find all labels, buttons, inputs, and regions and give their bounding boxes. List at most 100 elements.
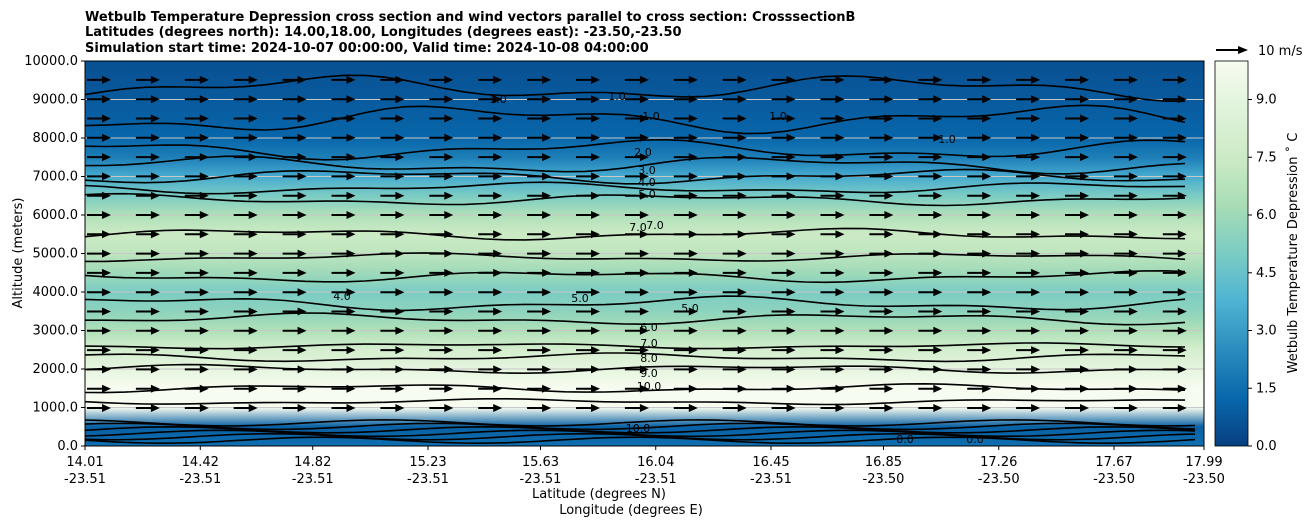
wind-vector-head: [102, 114, 111, 123]
wind-vector-head: [297, 384, 307, 393]
wind-vector-head: [150, 114, 160, 123]
wind-vector-head: [444, 153, 454, 162]
y-tick-label: 8000.0: [33, 131, 79, 146]
y-tick-label: 0.0: [57, 439, 78, 454]
wind-vector-head: [786, 346, 796, 355]
wind-vector-head: [982, 230, 992, 239]
wind-vector-head: [884, 384, 894, 393]
wind-vector-head: [248, 268, 258, 277]
wind-vector-head: [591, 326, 600, 335]
wind-vector-head: [884, 307, 894, 316]
contour-label: 1.0: [489, 93, 507, 106]
wind-vector-head: [248, 211, 258, 219]
wind-vector-head: [639, 288, 649, 297]
wind-vector-head: [933, 307, 943, 316]
wind-vector-head: [199, 307, 209, 316]
wind-vector-head: [1128, 114, 1138, 123]
wind-vector-head: [248, 326, 258, 335]
colorbar-tick-label: 7.5: [1256, 150, 1277, 165]
wind-vector-head: [346, 384, 356, 393]
wind-vector-head: [786, 114, 796, 123]
wind-vector-head: [835, 172, 845, 181]
wind-vector-head: [1031, 268, 1041, 277]
wind-vector-head: [395, 307, 405, 316]
wind-vector-head: [346, 191, 356, 200]
wind-vector-head: [493, 346, 503, 355]
title-line-3: Simulation start time: 2024-10-07 00:00:…: [85, 41, 649, 56]
wind-vector-head: [150, 172, 160, 181]
wind-vector-head: [395, 326, 405, 335]
y-tick-label: 6000.0: [33, 208, 79, 223]
contour-line: [85, 252, 1186, 263]
wind-vector-head: [1031, 404, 1041, 412]
wind-vector-head: [395, 384, 405, 393]
wind-vector-head: [933, 191, 943, 200]
wind-vector-head: [297, 75, 307, 84]
contour-line: [85, 155, 1186, 175]
wind-vector-head: [884, 114, 894, 123]
wind-vector-head: [542, 172, 552, 181]
wind-vector-head: [444, 365, 454, 374]
wind-vector-head: [835, 191, 845, 200]
y-axis: 0.0 1000.0 2000.0 3000.0 4000.0 5000.0 6000.0 7…: [24, 54, 85, 454]
wind-vector-head: [199, 249, 209, 258]
wind-vector-head: [884, 230, 894, 239]
colorbar-scale: [1214, 60, 1249, 447]
x-tick-label-longitude: -23.50: [978, 472, 1020, 487]
wind-vector-head: [444, 404, 454, 412]
wind-vector-head: [688, 288, 698, 297]
wind-vector-head: [1080, 114, 1089, 123]
wind-vector-head: [102, 346, 111, 355]
x-tick-label-longitude: -23.51: [635, 472, 677, 487]
wind-vector-head: [102, 365, 111, 374]
wind-vector-head: [346, 288, 356, 297]
wind-vector-head: [444, 326, 454, 335]
wind-vector-head: [346, 95, 356, 104]
wind-vector-head: [835, 307, 845, 316]
wind-vector-head: [933, 404, 943, 412]
contour-label: 0.0: [896, 433, 914, 446]
wind-vector-head: [737, 172, 747, 181]
contour-label: 7.0: [646, 219, 664, 232]
wind-vector-head: [639, 191, 649, 200]
wind-vector-head: [1031, 153, 1041, 162]
wind-vector-head: [835, 133, 845, 142]
wind-vectors: [87, 75, 1187, 412]
wind-vector-head: [395, 172, 405, 181]
wind-vector-head: [639, 95, 649, 104]
contour-label: 8.0: [640, 352, 658, 365]
wind-vector-head: [1177, 114, 1187, 123]
wind-vector-head: [884, 288, 894, 297]
wind-vector-head: [591, 249, 600, 258]
wind-vector-head: [102, 75, 111, 84]
y-tick-label: 2000.0: [33, 362, 79, 377]
x-tick-label-longitude: -23.51: [750, 472, 792, 487]
wind-vector-head: [1031, 114, 1041, 123]
contour-line: [85, 74, 1186, 103]
wind-vector-head: [1177, 230, 1187, 239]
wind-vector-head: [102, 230, 111, 239]
wind-vector-head: [786, 95, 796, 104]
wind-vector-head: [1128, 404, 1138, 412]
wind-vector-head: [1177, 153, 1187, 162]
wind-vector-head: [493, 288, 503, 297]
wind-vector-head: [444, 346, 454, 355]
contour-line-surface: [85, 419, 1196, 427]
wind-vector-head: [591, 75, 600, 84]
wind-vector-head: [933, 384, 943, 393]
wind-vector-head: [1031, 307, 1041, 316]
wind-vector-head: [1177, 288, 1187, 297]
wind-vector-head: [150, 365, 160, 374]
wind-vector-head: [248, 153, 258, 162]
wind-vector-head: [591, 191, 600, 200]
wind-vector-head: [591, 95, 600, 104]
wind-vector-head: [248, 384, 258, 393]
wind-vector-head: [542, 114, 552, 123]
wind-vector-head: [346, 75, 356, 84]
wind-vector-head: [737, 384, 747, 393]
wind-vector-head: [688, 75, 698, 84]
wind-vector-head: [346, 268, 356, 277]
wind-vector-head: [737, 191, 747, 200]
wind-vector-head: [297, 95, 307, 104]
x-tick-label-latitude: 17.26: [980, 455, 1017, 470]
